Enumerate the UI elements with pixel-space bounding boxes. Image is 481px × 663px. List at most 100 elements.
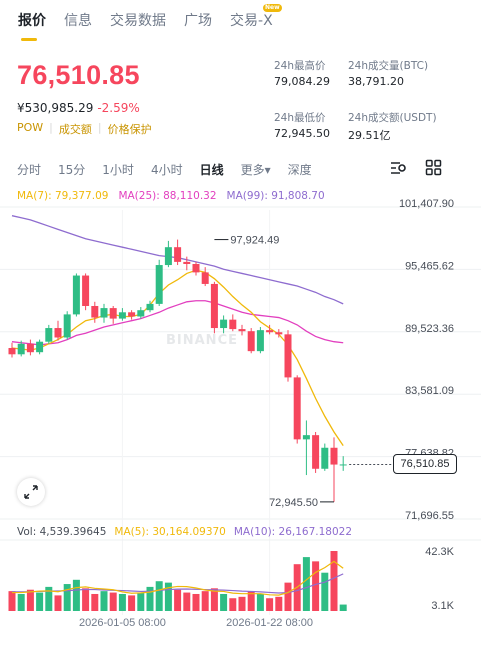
interval-1h[interactable]: 1小时 (102, 163, 134, 177)
tab-trade-x-label: 交易- (230, 13, 264, 29)
tab-quotes-label: 报价 (18, 13, 46, 29)
ma-legend: MA(7): 79,377.09 MA(25): 88,110.32 MA(99… (17, 190, 325, 202)
candle-body (118, 312, 126, 319)
last-price: 76,510.85 (17, 60, 140, 90)
tab-trade-x[interactable]: 交易-X New (230, 4, 282, 30)
volume-bar (256, 593, 264, 611)
volume-bar (82, 588, 90, 611)
interval-15m[interactable]: 15分 (58, 163, 86, 177)
volume-usdt-label: 24h成交额(USDT) (348, 112, 437, 124)
current-price-label: 76,510.85 (393, 454, 457, 475)
expand-icon (24, 485, 38, 499)
price-axis-label: 95,465.62 (405, 260, 454, 272)
candle-body (17, 343, 25, 355)
volume-bar (91, 593, 99, 611)
volume-bar (118, 593, 126, 611)
volume-bar (174, 589, 182, 611)
ma99-legend: MA(99): 91,808.70 (226, 190, 325, 202)
tag-divider: | (49, 121, 53, 134)
volume-bar (284, 582, 292, 611)
candle-body (312, 435, 320, 469)
new-badge: New (263, 4, 282, 12)
ma7-line (11, 269, 344, 447)
volume-bar (312, 561, 320, 611)
candle-body (137, 310, 145, 317)
max-price-label: 97,924.49 (230, 235, 279, 247)
volume-bar (72, 579, 80, 611)
volume-axis-max: 42.3K (425, 546, 454, 558)
vol-ma5-legend: MA(5): 30,164.09370 (114, 526, 226, 538)
vol-ma5-line (12, 560, 344, 596)
sub-price: ¥530,985.29 -2.59% (17, 101, 140, 115)
tag-price-protection[interactable]: 价格保护 (107, 123, 152, 136)
volume-bar (54, 595, 62, 611)
interval-1d[interactable]: 日线 (199, 163, 224, 177)
price-axis-label: 83,581.09 (405, 385, 454, 397)
volume-bar (192, 593, 200, 611)
volume-bar (266, 598, 274, 611)
candle-body (256, 330, 264, 352)
candle-body (229, 319, 237, 330)
interval-more-dropdown[interactable]: 更多▾ (240, 163, 271, 177)
tag-pow[interactable]: POW (17, 121, 44, 134)
interval-line[interactable]: 分时 (17, 163, 42, 177)
price-axis-label: 89,523.36 (405, 323, 454, 335)
candle-body (174, 247, 182, 262)
volume-bar (339, 604, 347, 611)
volume-bar (63, 584, 71, 611)
volume-bar (36, 592, 44, 611)
low-value: 72,945.50 (274, 127, 330, 140)
candle-body (266, 330, 274, 333)
candle-body (183, 261, 191, 264)
candle-body (321, 447, 329, 469)
volume-bar (100, 591, 108, 611)
interval-4h[interactable]: 4小时 (150, 163, 183, 177)
interval-bar: 分时 15分 1小时 4小时 日线 更多▾ 深度 (17, 159, 463, 181)
high-value: 79,084.29 (274, 75, 330, 88)
candle-body (91, 305, 99, 318)
tab-info[interactable]: 信息 (64, 10, 92, 30)
fullscreen-expand-button[interactable] (17, 478, 45, 506)
coin-tags: POW | 成交额 | 价格保护 (17, 121, 152, 137)
candle-body (220, 319, 228, 329)
date-axis-label: 2026-01-05 08:00 (79, 617, 166, 629)
tab-trading-data-label: 交易数据 (110, 13, 166, 29)
volume-bar (247, 591, 255, 611)
volume-bar (26, 589, 34, 611)
ma25-legend: MA(25): 88,110.32 (118, 190, 217, 202)
top-tabs: 报价 信息 交易数据 广场 交易-X New (18, 4, 282, 41)
high-label: 24h最高价 (274, 60, 326, 72)
layout-grid-icon[interactable] (425, 159, 442, 180)
min-price-label: 72,945.50 (269, 497, 318, 509)
tab-trade-x-suffix: X (263, 13, 273, 29)
candle-body (72, 275, 80, 315)
volume-bar (45, 586, 53, 611)
candle-body (247, 331, 255, 352)
volume-bar (8, 591, 16, 611)
volume-value: Vol: 4,539.39645 (17, 526, 107, 538)
volume-bar (183, 592, 191, 611)
tab-quotes[interactable]: 报价 (18, 10, 46, 41)
volume-btc-label: 24h成交量(BTC) (348, 60, 429, 72)
candle-body (82, 275, 90, 306)
volume-bar (238, 596, 246, 611)
volume-bar (321, 572, 329, 611)
candle-body (26, 343, 34, 353)
candle-body (192, 263, 200, 273)
tab-trading-data[interactable]: 交易数据 (110, 10, 166, 30)
candle-body (109, 308, 117, 319)
volume-bar (201, 591, 209, 611)
tag-volume[interactable]: 成交额 (58, 123, 92, 136)
candle-body (8, 347, 16, 355)
tab-square-label: 广场 (184, 13, 212, 29)
candle-body (238, 329, 246, 332)
price-axis-label: 71,696.55 (405, 510, 454, 522)
cny-price: ¥530,985.29 (17, 101, 94, 115)
tab-square[interactable]: 广场 (184, 10, 212, 30)
tag-divider: | (97, 121, 102, 134)
volume-legend: Vol: 4,539.39645 MA(5): 30,164.09370 MA(… (17, 526, 352, 538)
depth-tab[interactable]: 深度 (287, 163, 312, 177)
volume-axis-min: 3.1K (431, 600, 454, 612)
indicator-settings-icon[interactable] (389, 159, 407, 181)
